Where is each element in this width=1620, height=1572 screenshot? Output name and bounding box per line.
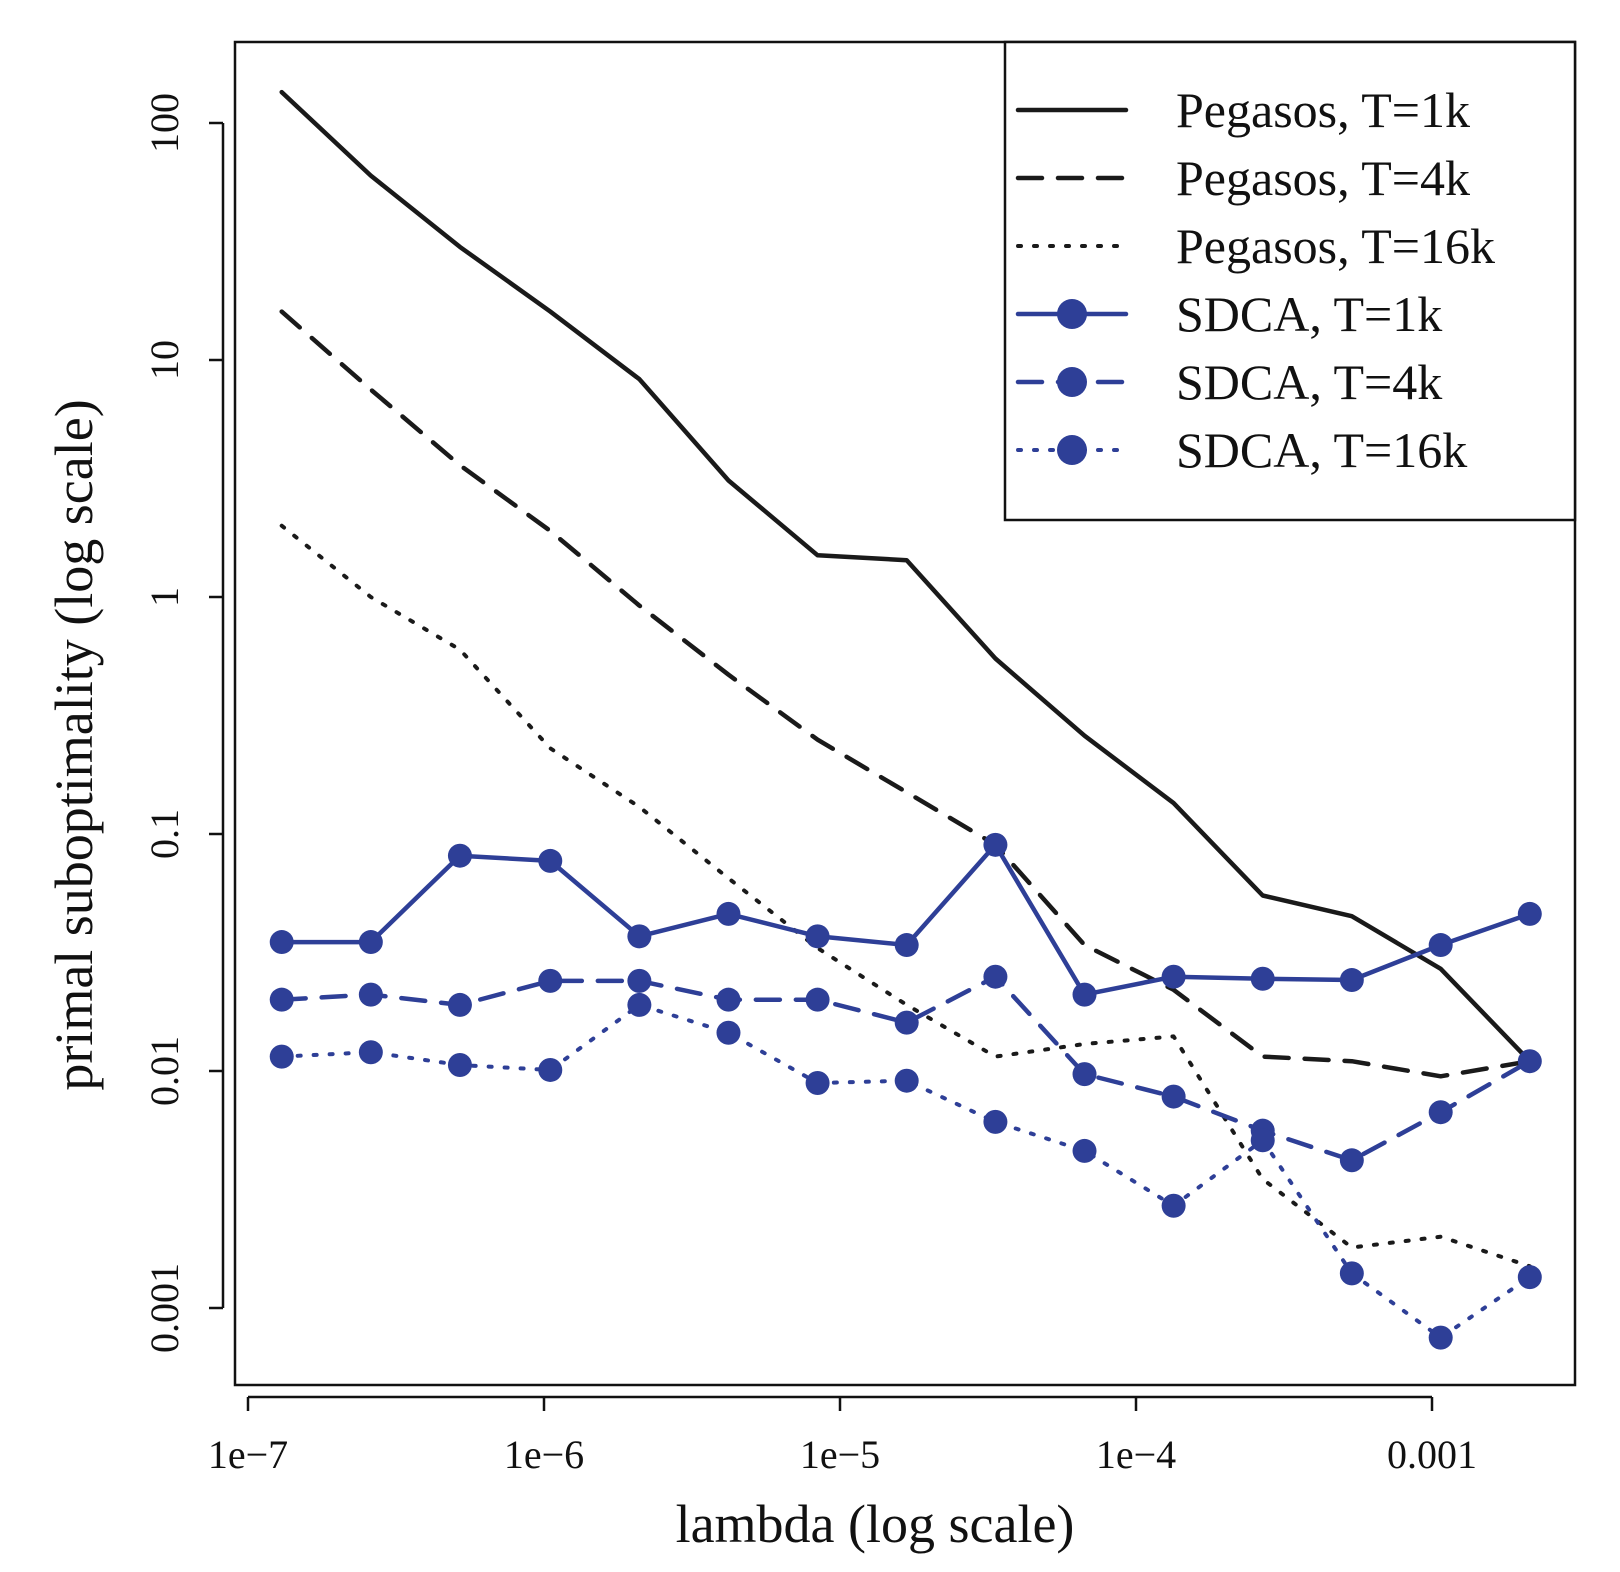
y-axis-title: primal suboptimality (log scale) bbox=[44, 399, 104, 1090]
legend-box bbox=[1003, 40, 1577, 522]
legend-item: Pegasos, T=1k bbox=[1015, 82, 1470, 138]
series-point bbox=[1339, 1261, 1364, 1286]
x-tick-label: 1e−6 bbox=[504, 1432, 584, 1477]
series-line bbox=[279, 89, 1533, 1064]
series-point bbox=[1428, 1325, 1453, 1350]
series-point bbox=[269, 1044, 294, 1069]
series-point bbox=[805, 1070, 830, 1095]
series-point bbox=[1161, 1193, 1186, 1218]
legend-label: SDCA, T=1k bbox=[1176, 286, 1442, 342]
series-point bbox=[1250, 1128, 1275, 1153]
series-point bbox=[1250, 966, 1275, 991]
series-point bbox=[983, 1109, 1008, 1134]
series-point bbox=[1517, 1265, 1542, 1290]
y-tick-label: 0.01 bbox=[142, 1036, 187, 1106]
y-axis: 0.001 0.01 0.1 1 10 100 bbox=[142, 93, 225, 1353]
legend-item: Pegasos, T=16k bbox=[1016, 218, 1495, 274]
series-point bbox=[1161, 964, 1186, 989]
y-tick-label: 0.1 bbox=[142, 809, 187, 859]
series-point bbox=[894, 1068, 919, 1093]
series-point bbox=[894, 1010, 919, 1035]
series-line bbox=[279, 842, 1533, 997]
x-tick-label: 1e−4 bbox=[1096, 1432, 1176, 1477]
series-point bbox=[805, 924, 830, 949]
series-line bbox=[279, 309, 1533, 1079]
legend-swatch-marker bbox=[1057, 435, 1087, 465]
legend: Pegasos, T=1k Pegasos, T=4k Pegasos, T=16k… bbox=[1003, 40, 1577, 522]
x-tick-label: 1e−7 bbox=[208, 1432, 288, 1477]
legend-item: SDCA, T=4k bbox=[1015, 354, 1442, 410]
series-point bbox=[1428, 933, 1453, 958]
series-point bbox=[1517, 901, 1542, 926]
series-6 bbox=[269, 992, 1542, 1350]
series-point bbox=[269, 930, 294, 955]
series-point bbox=[538, 1057, 563, 1082]
y-tick-label: 100 bbox=[142, 93, 187, 153]
series-point bbox=[627, 992, 652, 1017]
series-point bbox=[716, 987, 741, 1012]
series-point bbox=[447, 1053, 472, 1078]
legend-item: Pegasos, T=4k bbox=[1015, 150, 1470, 206]
series-3 bbox=[279, 523, 1532, 1269]
legend-item: SDCA, T=16k bbox=[1016, 422, 1467, 478]
series-line bbox=[279, 1002, 1532, 1340]
series-point bbox=[894, 933, 919, 958]
series-point bbox=[1339, 1148, 1364, 1173]
series-point bbox=[1428, 1100, 1453, 1125]
x-tick-label: 1e−5 bbox=[800, 1432, 880, 1477]
series-point bbox=[447, 843, 472, 868]
series-point bbox=[269, 987, 294, 1012]
legend-label: SDCA, T=16k bbox=[1176, 422, 1467, 478]
series-4 bbox=[269, 832, 1542, 1007]
legend-item: SDCA, T=1k bbox=[1015, 286, 1442, 342]
series-point bbox=[447, 992, 472, 1017]
series-2 bbox=[279, 309, 1533, 1079]
series-point bbox=[983, 832, 1008, 857]
series-point bbox=[1161, 1084, 1186, 1109]
series-point bbox=[538, 968, 563, 993]
legend-swatch-marker bbox=[1057, 299, 1087, 329]
series-point bbox=[1072, 982, 1097, 1007]
y-tick-label: 10 bbox=[142, 340, 187, 380]
legend-label: Pegasos, T=4k bbox=[1176, 150, 1470, 206]
series-point bbox=[1339, 968, 1364, 993]
legend-label: Pegasos, T=1k bbox=[1176, 82, 1470, 138]
series-1 bbox=[279, 89, 1533, 1064]
series-point bbox=[358, 930, 383, 955]
series-point bbox=[1517, 1049, 1542, 1074]
series-point bbox=[627, 924, 652, 949]
series-line bbox=[279, 523, 1532, 1269]
series-point bbox=[805, 987, 830, 1012]
y-tick-label: 1 bbox=[142, 587, 187, 607]
x-axis-title: lambda (log scale) bbox=[676, 1494, 1075, 1554]
series-point bbox=[983, 964, 1008, 989]
series-point bbox=[716, 901, 741, 926]
series-point bbox=[1072, 1138, 1097, 1163]
legend-label: SDCA, T=4k bbox=[1176, 354, 1442, 410]
x-axis: 1e−7 1e−6 1e−5 1e−4 0.001 bbox=[208, 1395, 1477, 1477]
series-point bbox=[358, 982, 383, 1007]
series-point bbox=[716, 1020, 741, 1045]
series-layer bbox=[269, 89, 1542, 1350]
series-point bbox=[538, 848, 563, 873]
series-point bbox=[1072, 1062, 1097, 1087]
series-point bbox=[358, 1040, 383, 1065]
plot-frame bbox=[233, 40, 1577, 1387]
x-tick-label: 0.001 bbox=[1387, 1432, 1477, 1477]
series-line bbox=[279, 974, 1533, 1163]
series-5 bbox=[269, 964, 1542, 1173]
legend-swatch-marker bbox=[1057, 367, 1087, 397]
series-point bbox=[627, 968, 652, 993]
legend-label: Pegasos, T=16k bbox=[1176, 218, 1495, 274]
y-tick-label: 0.001 bbox=[142, 1263, 187, 1353]
